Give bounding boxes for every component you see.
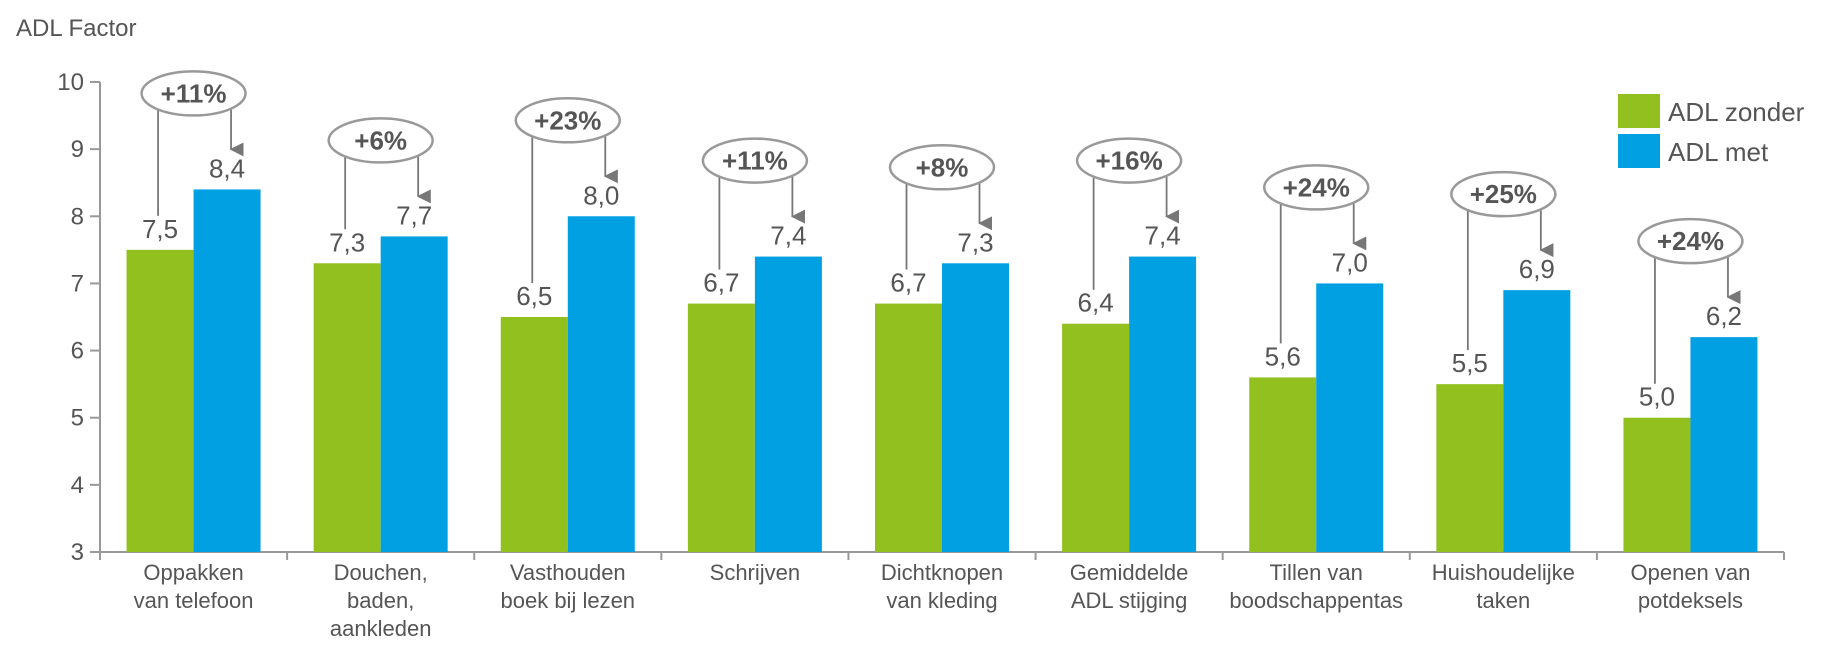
y-tick-label: 10: [57, 69, 84, 96]
annotations-layer: +11% +6% +23% +11% +8% +16% +24% +25% +24%: [140, 70, 1744, 384]
increase-bubble: [140, 70, 247, 117]
legend-label: ADL zonder: [1668, 97, 1805, 127]
increase-bubble: [1075, 137, 1183, 184]
category-label: Gemiddelde ADL stijging: [1070, 560, 1189, 613]
bar-adl-zonder: [1062, 323, 1130, 552]
value-label-adl-met: 7,4: [770, 221, 806, 251]
bar-adl-met: [380, 236, 448, 552]
bar-adl-zonder: [1436, 384, 1504, 552]
category-label: Vasthouden boek bij lezen: [501, 560, 636, 613]
bar-adl-met: [754, 256, 822, 552]
category-label: Schrijven: [710, 560, 800, 585]
bar-adl-met: [1129, 256, 1197, 552]
increase-bubble: [514, 97, 622, 144]
legend: ADL zonder ADL met: [1618, 94, 1805, 168]
value-label-adl-zonder: 6,7: [703, 268, 739, 298]
category-label: Dichtknopen van kleding: [881, 560, 1003, 613]
bar-adl-met: [1503, 290, 1571, 552]
value-label-adl-zonder: 6,4: [1078, 288, 1114, 318]
legend-swatch: [1618, 94, 1660, 128]
increase-label: +24%: [1283, 172, 1350, 202]
y-tick-label: 7: [71, 270, 84, 297]
y-tick-label: 4: [71, 472, 84, 499]
y-tick-label: 8: [71, 203, 84, 230]
value-label-adl-met: 8,4: [209, 153, 245, 183]
bar-adl-zonder: [1249, 377, 1317, 552]
category-label: Huishoudelijke taken: [1432, 560, 1575, 613]
increase-bubble: [1450, 170, 1557, 218]
value-label-adl-zonder: 5,5: [1452, 348, 1488, 378]
bar-adl-met: [567, 216, 635, 553]
bar-adl-zonder: [500, 317, 568, 552]
value-label-adl-met: 6,2: [1706, 301, 1742, 331]
bar-adl-met: [942, 263, 1009, 552]
value-label-adl-met: 7,3: [957, 227, 993, 257]
increase-bubble: [1637, 217, 1744, 265]
increase-label: +16%: [1095, 146, 1162, 176]
bar-adl-zonder: [875, 303, 942, 552]
value-label-adl-met: 8,0: [583, 180, 619, 210]
category-label: Oppakken van telefoon: [134, 560, 254, 613]
value-label-adl-met: 7,0: [1332, 247, 1368, 277]
value-label-adl-met: 7,7: [396, 200, 432, 230]
value-label-adl-met: 6,9: [1519, 254, 1555, 284]
value-label-adl-zonder: 6,7: [890, 268, 926, 298]
bar-adl-zonder: [1623, 417, 1691, 552]
increase-label: +11%: [722, 146, 788, 176]
bar-adl-met: [1316, 283, 1384, 552]
increase-label: +24%: [1657, 226, 1724, 256]
category-label: Tillen van boodschappentas: [1229, 560, 1403, 613]
bars-layer: 7,5 8,4 Oppakken van telefoon 7,3 7,7 Douchen,…: [126, 153, 1758, 641]
y-tick-label: 6: [71, 338, 84, 365]
bar-adl-met: [193, 189, 261, 552]
y-tick-label: 5: [71, 405, 84, 432]
value-label-adl-zonder: 7,3: [329, 227, 365, 257]
y-axis-label: ADL Factor: [16, 15, 136, 42]
bar-adl-zonder: [687, 303, 755, 552]
legend-swatch: [1618, 134, 1660, 168]
bar-adl-zonder: [313, 263, 381, 552]
y-tick-label: 3: [71, 539, 84, 566]
y-tick-label: 9: [71, 136, 84, 163]
value-label-adl-zonder: 5,0: [1639, 382, 1675, 412]
increase-label: +23%: [534, 105, 601, 135]
category-label: Douchen, baden, aankleden: [330, 560, 432, 641]
category-label: Openen van potdeksels: [1631, 560, 1751, 613]
value-label-adl-zonder: 6,5: [516, 281, 552, 311]
increase-bubble: [701, 137, 809, 184]
value-label-adl-met: 7,4: [1145, 221, 1181, 251]
increase-bubble: [1262, 164, 1370, 211]
increase-label: +6%: [354, 125, 407, 155]
increase-label: +25%: [1470, 179, 1537, 209]
value-label-adl-zonder: 7,5: [142, 214, 178, 244]
legend-label: ADL met: [1668, 137, 1769, 167]
increase-label: +8%: [916, 152, 969, 182]
bar-adl-zonder: [126, 249, 194, 552]
increase-bubble: [327, 117, 434, 164]
bar-adl-met: [1690, 337, 1758, 552]
value-label-adl-zonder: 5,6: [1265, 341, 1301, 371]
increase-label: +11%: [161, 78, 227, 108]
increase-bubble: [888, 144, 996, 191]
